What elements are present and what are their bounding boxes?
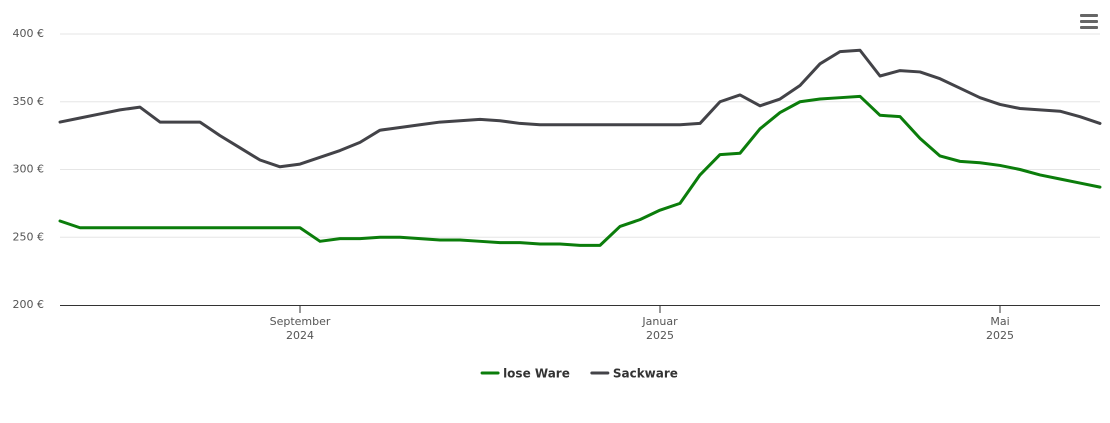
x-tick-label: Mai 2025 [986, 315, 1015, 342]
y-tick-label: 400 € [13, 27, 45, 40]
menu-bar [1080, 26, 1098, 29]
x-tick-label: Januar 2025 [642, 315, 678, 342]
y-tick-label: 350 € [13, 95, 45, 108]
legend-item: Sackware [590, 367, 678, 381]
menu-bar [1080, 14, 1098, 17]
y-tick-label: 250 € [13, 230, 45, 243]
x-tick-label: September 2024 [269, 315, 331, 342]
series-line [58, 48, 1102, 169]
series-line [58, 94, 1102, 247]
y-tick-label: 200 € [13, 298, 45, 311]
legend: lose Ware Sackware [480, 367, 678, 381]
legend-item: lose Ware [480, 367, 570, 381]
legend-text: Sackware [613, 367, 678, 381]
legend-text: lose Ware [503, 367, 570, 381]
y-tick-label: 300 € [13, 163, 45, 176]
menu-button[interactable] [1080, 14, 1098, 29]
menu-bar [1080, 20, 1098, 23]
